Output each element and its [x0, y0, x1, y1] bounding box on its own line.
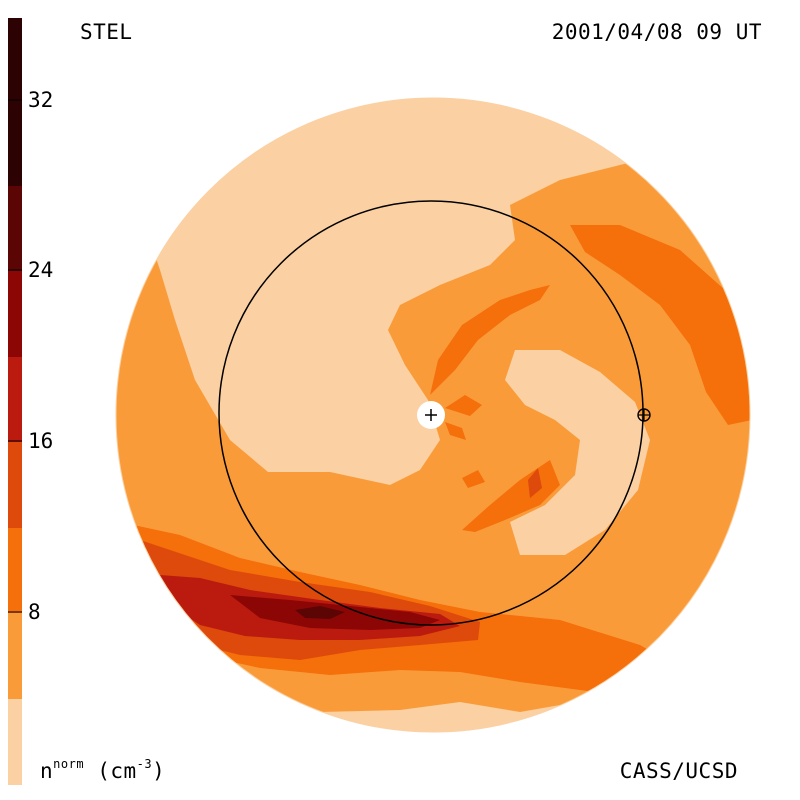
- density-contour: [445, 422, 466, 440]
- colorbar-band: [8, 18, 22, 186]
- colorbar: 8 16 24 32: [8, 18, 53, 785]
- colorbar-tick-label: 24: [28, 258, 53, 282]
- density-contour: [445, 395, 482, 416]
- density-contour: [505, 350, 650, 555]
- density-contour: [570, 225, 750, 425]
- colorbar-tick-label: 32: [28, 88, 53, 112]
- density-contour: [430, 285, 550, 395]
- colorbar-band: [8, 699, 22, 785]
- colorbar-unit-label: nnorm (cm-3): [40, 757, 166, 783]
- instrument-label: STEL: [80, 20, 133, 44]
- colorbar-band: [8, 186, 22, 271]
- density-contour: [116, 98, 750, 485]
- colorbar-band: [8, 528, 22, 613]
- credit-label: CASS/UCSD: [619, 759, 738, 783]
- colorbar-band: [8, 442, 22, 528]
- earth-icon: [637, 408, 651, 422]
- density-contour: [528, 468, 542, 498]
- colorbar-band: [8, 357, 22, 442]
- colorbar-tick-label: 16: [28, 429, 53, 453]
- earth-orbit: [218, 200, 644, 626]
- timestamp-label: 2001/04/08 09 UT: [551, 20, 762, 44]
- colorbar-band: [8, 613, 22, 699]
- density-contour: [295, 606, 345, 619]
- colorbar-tick-label: 8: [28, 600, 41, 624]
- density-contour: [462, 470, 485, 488]
- disk-boundary: [115, 97, 751, 733]
- colorbar-band: [8, 271, 22, 357]
